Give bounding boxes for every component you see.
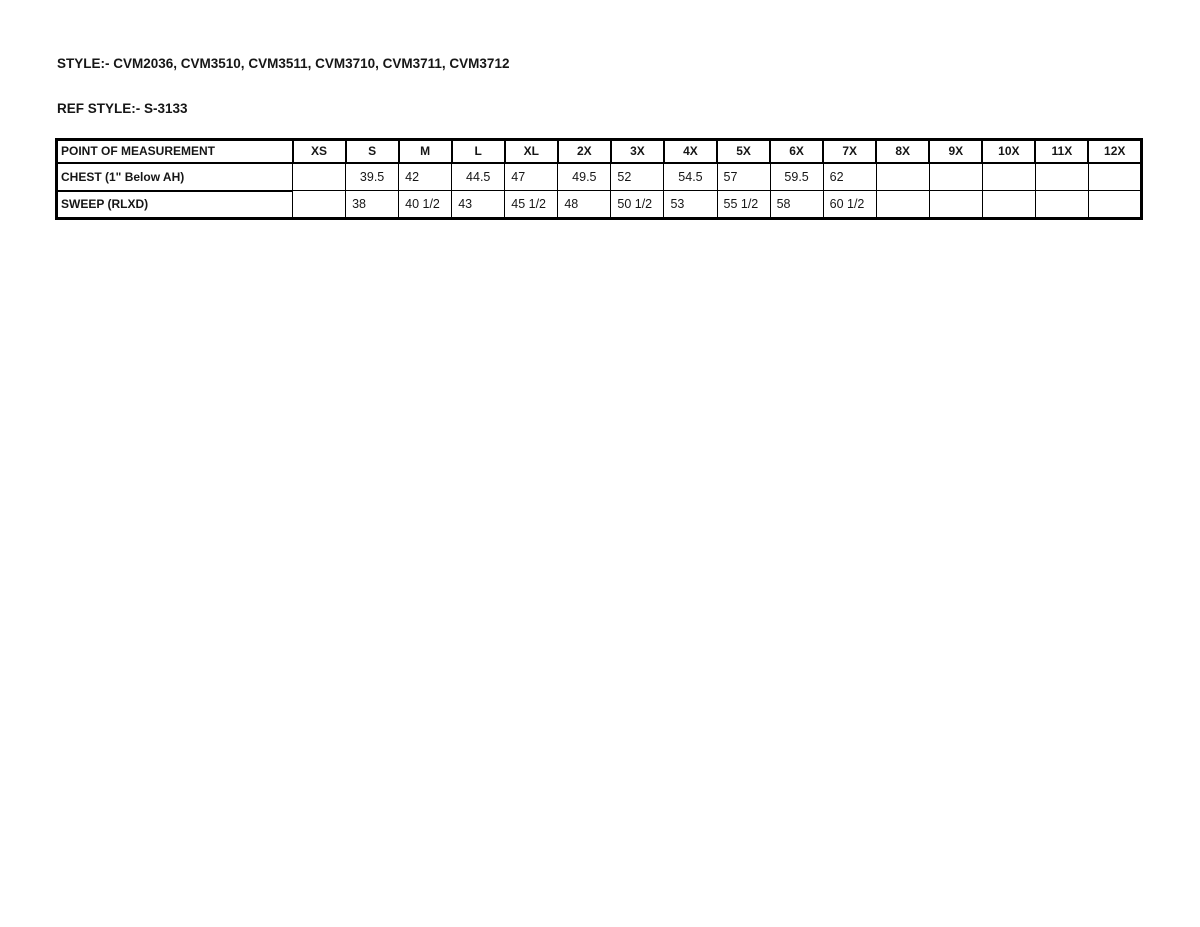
size-value-cell: 52 (610, 161, 665, 191)
column-header-9x: 9X (928, 138, 984, 164)
size-value-cell: 40 1/2 (398, 190, 453, 219)
table-row-chest: CHEST (1" Below AH) 39.5 42 44.5 47 49.5… (56, 161, 1143, 191)
size-value-cell (928, 190, 983, 219)
size-value-cell: 57 (716, 161, 771, 191)
column-header-12x: 12X (1087, 138, 1143, 164)
size-value-cell (981, 190, 1036, 219)
table-row-sweep: SWEEP (RLXD) 38 40 1/2 43 45 1/2 48 50 1… (56, 189, 1143, 219)
column-header-point-of-measurement: POINT OF MEASUREMENT (55, 138, 294, 164)
column-header-10x: 10X (981, 138, 1037, 164)
column-header-l: L (450, 138, 506, 164)
column-header-5x: 5X (715, 138, 772, 164)
size-value-cell: 43 (451, 190, 506, 219)
column-header-4x: 4X (662, 138, 719, 164)
column-header-xl: XL (503, 138, 559, 164)
size-value-cell: 59.5 (769, 161, 824, 191)
style-heading: STYLE:- CVM2036, CVM3510, CVM3511, CVM37… (57, 56, 510, 71)
size-value-cell: 50 1/2 (610, 190, 665, 219)
size-value-cell (1034, 190, 1089, 219)
size-value-cell: 55 1/2 (716, 190, 771, 219)
size-value-cell (1087, 161, 1143, 191)
size-value-cell: 62 (822, 161, 877, 191)
size-value-cell (1034, 161, 1089, 191)
size-value-cell: 48 (557, 190, 612, 219)
column-header-11x: 11X (1034, 138, 1090, 164)
size-chart-header-row: POINT OF MEASUREMENT XS S M L XL 2X 3X 4… (55, 138, 1143, 164)
row-label-chest: CHEST (1" Below AH) (56, 161, 293, 191)
size-value-cell: 38 (345, 190, 400, 219)
size-value-cell (875, 161, 930, 191)
size-value-cell: 44.5 (451, 161, 506, 191)
size-value-cell: 47 (504, 161, 559, 191)
size-value-cell (291, 190, 347, 219)
column-header-m: M (397, 138, 453, 164)
size-value-cell: 49.5 (557, 161, 612, 191)
size-value-cell: 53 (663, 190, 718, 219)
size-value-cell (928, 161, 983, 191)
size-value-cell: 58 (769, 190, 824, 219)
size-value-cell (291, 161, 347, 191)
ref-style-heading: REF STYLE:- S-3133 (57, 101, 188, 116)
size-value-cell: 54.5 (663, 161, 718, 191)
column-header-s: S (344, 138, 400, 164)
size-value-cell: 42 (398, 161, 453, 191)
column-header-6x: 6X (769, 138, 825, 164)
row-label-sweep: SWEEP (RLXD) (56, 189, 293, 219)
size-value-cell (875, 190, 930, 219)
size-value-cell: 45 1/2 (504, 190, 559, 219)
column-header-7x: 7X (822, 138, 878, 164)
column-header-8x: 8X (875, 138, 931, 164)
size-chart-table: POINT OF MEASUREMENT XS S M L XL 2X 3X 4… (55, 138, 1143, 220)
column-header-xs: XS (291, 138, 347, 164)
column-header-3x: 3X (609, 138, 665, 164)
column-header-2x: 2X (556, 138, 612, 164)
size-value-cell (1087, 190, 1143, 219)
size-value-cell: 60 1/2 (822, 190, 877, 219)
size-value-cell (981, 161, 1036, 191)
size-value-cell: 39.5 (345, 161, 400, 191)
